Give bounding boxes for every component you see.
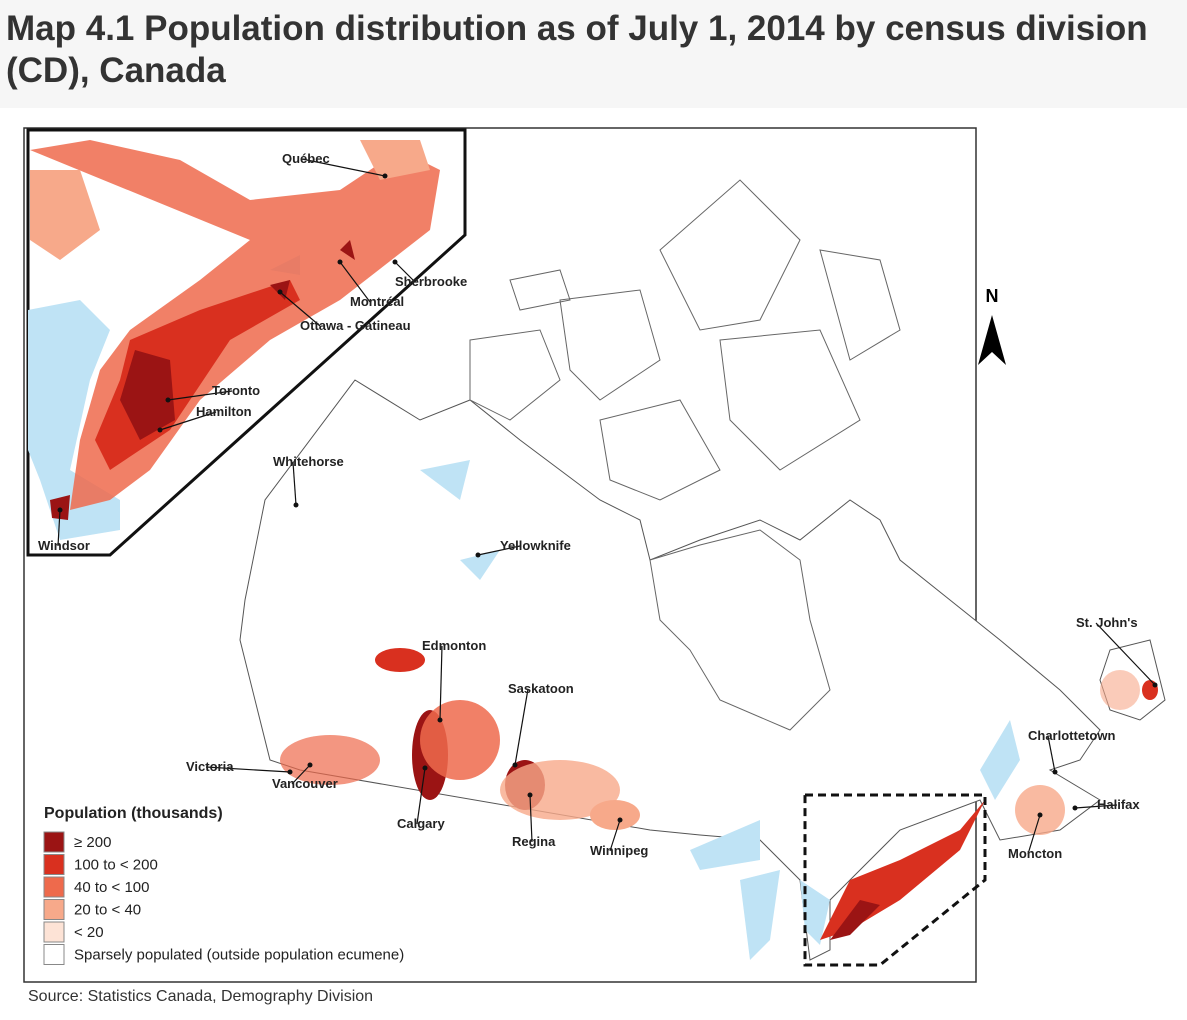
city-pointer — [1047, 735, 1056, 773]
city-pointer — [57, 509, 61, 547]
city-label: Québec — [282, 151, 330, 166]
city-marker — [1152, 682, 1158, 688]
city-pointer — [292, 461, 297, 506]
legend-swatch — [43, 831, 65, 853]
city-label: Victoria — [186, 759, 234, 774]
city-label: Moncton — [1008, 846, 1062, 861]
city-label: Charlottetown — [1028, 728, 1115, 743]
city-marker — [512, 762, 518, 768]
city-marker — [617, 817, 623, 823]
title: Map 4.1 Population distribution as of Ju… — [6, 9, 1148, 90]
city-pointer — [167, 390, 233, 401]
arctic-islands — [469, 179, 901, 501]
city-pointer — [339, 261, 371, 303]
legend-label: ≥ 200 — [74, 834, 111, 851]
legend-label: 100 to < 200 — [74, 857, 158, 874]
city-pointer — [439, 645, 443, 721]
city-pointer — [477, 545, 521, 556]
city-label: Halifax — [1097, 797, 1140, 812]
mainland — [239, 379, 1101, 961]
city-pointer — [159, 411, 217, 431]
city-pointer — [1095, 622, 1156, 686]
city-label: Saskatoon — [508, 681, 574, 696]
city-pointer — [529, 794, 533, 843]
city-label: Ottawa - Gatineau — [300, 318, 411, 333]
city-label: Toronto — [212, 383, 260, 398]
city-pointer — [514, 688, 529, 766]
city-marker — [437, 717, 443, 723]
city-label: Whitehorse — [273, 454, 344, 469]
legend-swatch — [43, 854, 65, 875]
city-marker — [1037, 812, 1043, 818]
city-marker — [392, 259, 398, 265]
city-label: Vancouver — [272, 776, 338, 791]
city-label: Regina — [512, 834, 556, 849]
legend-swatch — [43, 899, 65, 920]
inset-box — [803, 793, 987, 967]
city-marker — [527, 792, 533, 798]
city-marker — [475, 552, 481, 558]
city-marker — [422, 765, 428, 771]
city-pointer — [609, 819, 621, 852]
legend-title: Population (thousands) — [44, 805, 223, 822]
legend-swatch — [43, 944, 65, 965]
inset-light — [30, 140, 430, 260]
city-label: Edmonton — [422, 638, 486, 653]
city-pointer — [1027, 814, 1041, 855]
city-label: Yellowknife — [500, 538, 571, 553]
city-label: Montréal — [350, 294, 404, 309]
city-label: Winnipeg — [590, 843, 648, 858]
city-label: Calgary — [397, 816, 445, 831]
legend-label: 40 to < 100 — [74, 879, 149, 896]
city-label: Windsor — [38, 538, 90, 553]
legend-label: 20 to < 40 — [74, 902, 141, 919]
city-marker — [287, 769, 293, 775]
city-pointer — [1074, 804, 1118, 809]
city-marker — [1072, 805, 1078, 811]
north-label: N — [986, 286, 999, 306]
city-label: Sherbrooke — [395, 274, 467, 289]
hudson-bay — [649, 529, 831, 731]
city-label: St. John's — [1076, 615, 1138, 630]
city-pointer — [394, 261, 416, 283]
inset-lakes — [28, 255, 300, 540]
city-pointer — [205, 766, 291, 773]
city-pointer — [291, 764, 311, 785]
legend-swatch — [43, 876, 65, 898]
source: Source: Statistics Canada, Demography Di… — [28, 988, 373, 1005]
city-marker — [57, 507, 63, 513]
legend-label: Sparsely populated (outside population e… — [74, 947, 404, 964]
city-marker — [277, 289, 283, 295]
header: Map 4.1 Population distribution as of Ju… — [0, 0, 1187, 108]
city-marker — [1052, 769, 1058, 775]
city-marker — [293, 502, 299, 508]
lakes — [420, 460, 1020, 960]
city-pointer — [416, 767, 426, 825]
map-body: N Québec Sherbrooke Montréal Ottawa - Gatin… — [26, 128, 1166, 967]
city-marker — [337, 259, 343, 265]
map: N Québec Sherbrooke Montréal Ottawa - Gatin… — [23, 127, 1166, 1005]
legend-swatch — [43, 921, 65, 943]
city-marker — [382, 173, 388, 179]
legend-label: < 20 — [74, 924, 104, 941]
city-label: Hamilton — [196, 404, 252, 419]
city-marker — [157, 427, 163, 433]
city-pointer — [279, 291, 321, 327]
north-arrow — [978, 315, 1006, 365]
city-marker — [165, 397, 171, 403]
city-pointer — [301, 158, 386, 177]
city-marker — [307, 762, 313, 768]
